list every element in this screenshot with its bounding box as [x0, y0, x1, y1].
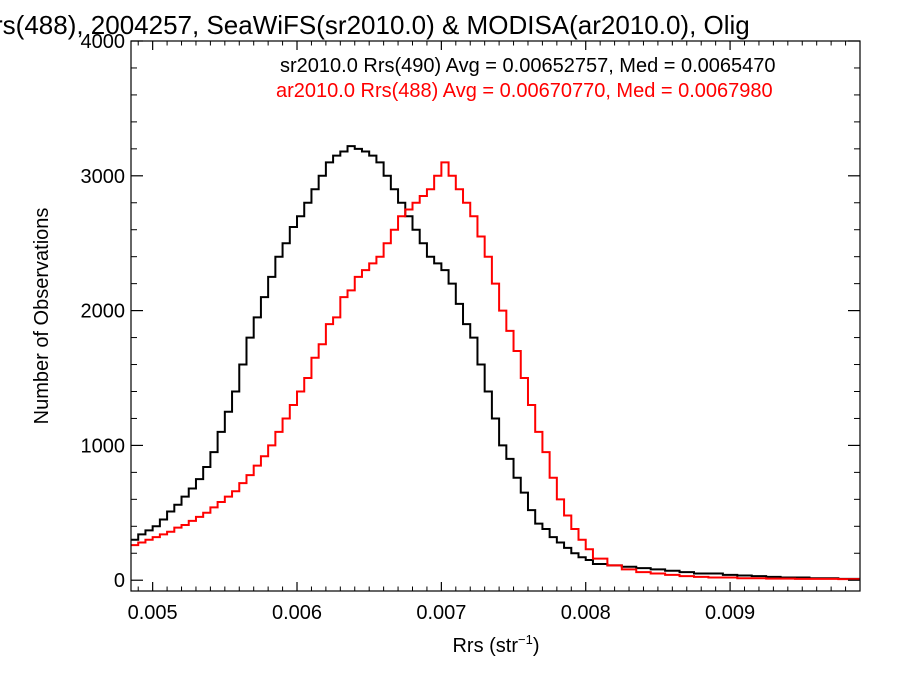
x-axis: 0.005 0.006 0.007 0.008 0.009	[128, 41, 861, 624]
x-axis-label: Rrs (str−1)	[452, 632, 539, 657]
series-layer	[131, 145, 860, 581]
y-tick-label: 4000	[81, 31, 126, 53]
annotation-red: ar2010.0 Rrs(488) Avg = 0.00670770, Med …	[276, 80, 773, 102]
y-tick-label: 0	[114, 570, 125, 592]
x-tick-label: 0.005	[128, 602, 178, 624]
y-tick-label: 2000	[81, 301, 126, 323]
plot-frame	[130, 40, 861, 592]
x-tick-label: 0.009	[705, 602, 755, 624]
x-axis-label-sup: −1	[518, 632, 533, 647]
y-axis: 0 1000 2000 3000 4000	[81, 31, 860, 592]
chart-title: rs(488), 2004257, SeaWiFS(sr2010.0) & MO…	[0, 10, 750, 40]
x-tick-label: 0.007	[416, 602, 466, 624]
x-tick-label: 0.008	[561, 602, 611, 624]
x-axis-label-end: )	[533, 635, 540, 657]
x-tick-label: 0.006	[272, 602, 322, 624]
x-axis-label-main: Rrs (str	[452, 635, 518, 657]
y-tick-label: 3000	[81, 166, 126, 188]
annotation-black: sr2010.0 Rrs(490) Avg = 0.00652757, Med …	[280, 55, 776, 77]
series-line-0	[131, 145, 860, 580]
series-line-1	[131, 161, 860, 581]
y-tick-label: 1000	[81, 435, 126, 457]
y-axis-label: Number of Observations	[31, 208, 53, 425]
